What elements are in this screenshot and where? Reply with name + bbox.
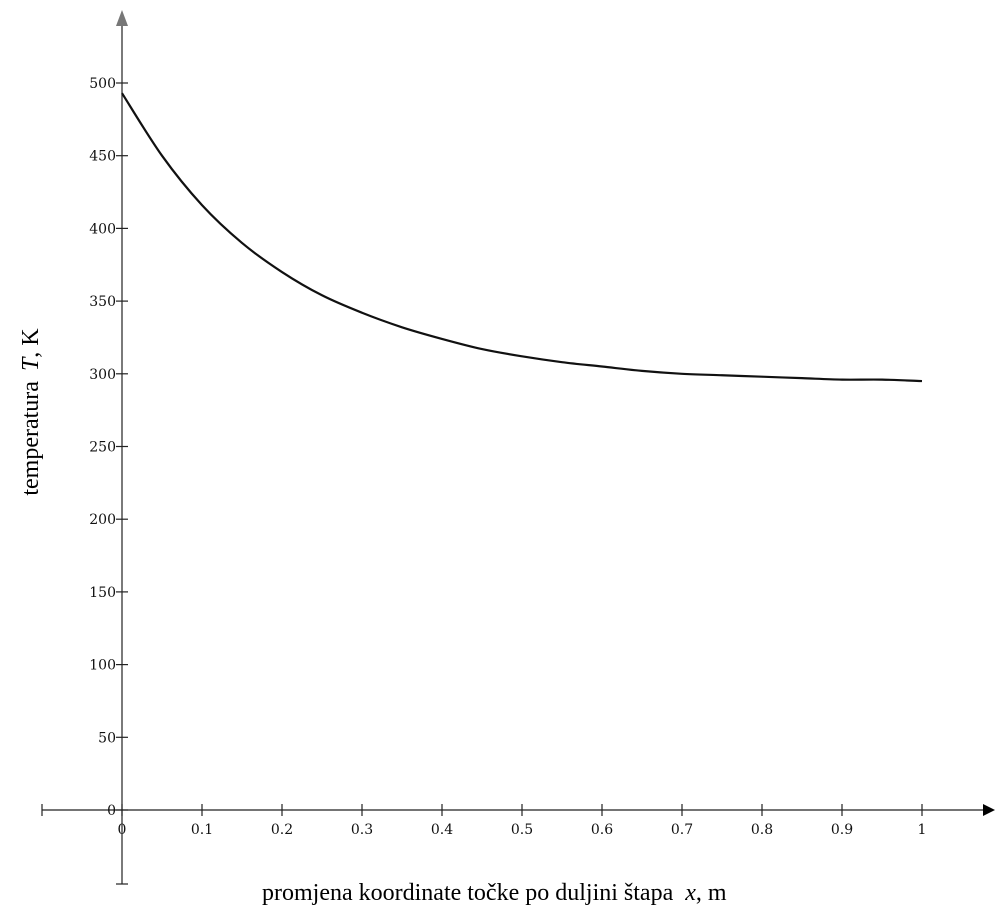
y-tick-label: 400	[89, 221, 116, 237]
x-tick-label: 0	[118, 822, 127, 838]
x-tick-label: 1	[918, 822, 927, 838]
y-tick-label: 50	[98, 730, 116, 746]
y-axis-arrow	[116, 10, 128, 26]
y-tick-label: 200	[89, 512, 116, 528]
x-tick-label: 0.1	[191, 822, 213, 838]
y-tick-label: 300	[89, 367, 116, 383]
y-tick-label: 350	[89, 294, 116, 310]
x-tick-label: 0.5	[511, 822, 533, 838]
x-axis-title-text: promjena koordinate točke po duljini šta…	[262, 880, 674, 906]
y-tick-label: 0	[107, 803, 116, 819]
y-tick-label: 150	[89, 585, 116, 601]
x-tick-label: 0.9	[831, 822, 853, 838]
x-axis-title-unit: , m	[696, 880, 727, 906]
x-tick-label: 0.3	[351, 822, 373, 838]
y-axis-title-var: T	[18, 356, 44, 371]
y-tick-label: 100	[89, 658, 116, 674]
x-ticks: 0 0.1 0.2 0.3 0.4 0.5 0.6 0.7 0.8 0.9 1	[118, 804, 927, 838]
x-tick-label: 0.6	[591, 822, 613, 838]
y-axis-title-unit: , K	[18, 328, 44, 358]
x-tick-label: 0.4	[431, 822, 453, 838]
y-ticks: 0 50 100 150 200 250 300 350 400 450 500	[89, 76, 128, 819]
y-axis-title-text: temperatura	[18, 381, 44, 496]
x-tick-label: 0.7	[671, 822, 693, 838]
x-axis-arrow	[983, 804, 995, 816]
y-tick-label: 450	[89, 149, 116, 165]
x-tick-label: 0.2	[271, 822, 293, 838]
x-axis-title-var: x	[684, 880, 696, 906]
x-tick-label: 0.8	[751, 822, 773, 838]
y-axis-title: temperatura T, K	[18, 328, 44, 496]
axes	[41, 10, 995, 885]
x-axis-title: promjena koordinate točke po duljini šta…	[262, 880, 727, 906]
y-tick-label: 250	[89, 440, 116, 456]
y-tick-label: 500	[89, 76, 116, 92]
series-line	[121, 92, 923, 383]
